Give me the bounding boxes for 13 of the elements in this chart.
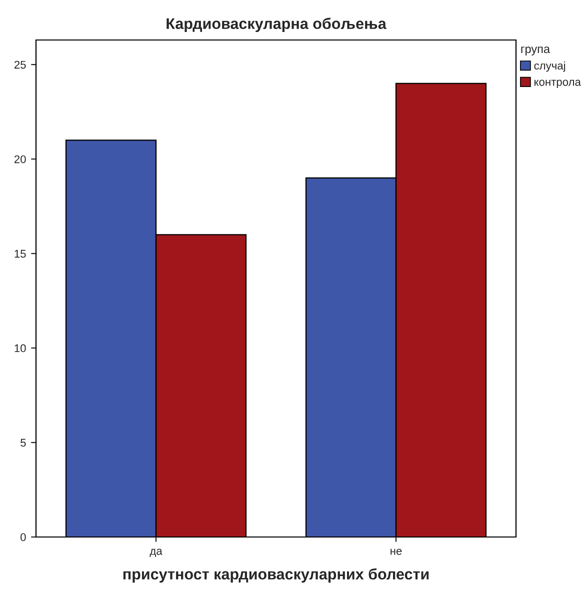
x-tick-label: не (390, 548, 402, 555)
y-tick-label: 0 (20, 533, 26, 542)
x-tick-label: да (150, 548, 162, 557)
legend-label: контрола (534, 80, 581, 88)
chart-title: Кардиоваскуларна обољења (166, 18, 386, 32)
legend-label: случај (534, 61, 566, 72)
y-tick-label: 5 (20, 438, 26, 447)
legend-title: група (521, 46, 550, 56)
y-tick-label: 15 (14, 250, 26, 258)
x-axis-title: присутност кардиоваскуларних болести (123, 568, 429, 583)
y-tick-label: 20 (14, 155, 26, 164)
y-tick-label: 10 (14, 344, 26, 352)
y-tick-label: 25 (14, 60, 26, 69)
